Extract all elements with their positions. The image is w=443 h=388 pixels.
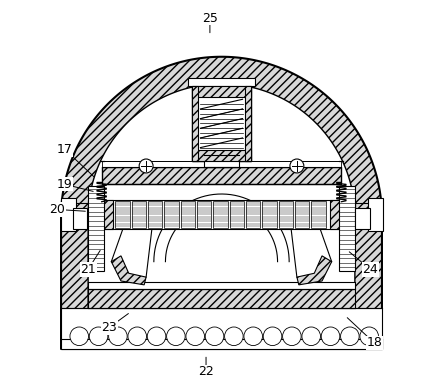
Bar	[295, 201, 310, 228]
Bar	[148, 201, 162, 228]
Bar	[115, 201, 129, 228]
Polygon shape	[88, 84, 355, 349]
Bar	[246, 201, 260, 228]
Bar	[101, 167, 342, 184]
Bar	[88, 282, 355, 289]
Circle shape	[205, 327, 224, 346]
Bar	[191, 86, 252, 97]
Bar	[101, 161, 342, 167]
Circle shape	[360, 327, 378, 346]
Circle shape	[89, 327, 108, 346]
Bar	[262, 201, 277, 228]
Circle shape	[225, 327, 243, 346]
Bar	[61, 198, 76, 231]
Circle shape	[283, 327, 301, 346]
Bar	[197, 201, 211, 228]
Bar	[181, 201, 195, 228]
Bar	[245, 86, 252, 161]
Circle shape	[290, 159, 304, 173]
Bar	[88, 200, 113, 229]
Text: 25: 25	[202, 12, 218, 24]
Bar	[88, 289, 355, 308]
Circle shape	[70, 327, 89, 346]
Bar	[61, 339, 382, 349]
Polygon shape	[111, 256, 146, 285]
Circle shape	[321, 327, 340, 346]
Bar	[61, 308, 382, 349]
Bar	[88, 186, 104, 271]
Bar	[73, 208, 87, 229]
Circle shape	[109, 327, 127, 346]
Circle shape	[263, 327, 282, 346]
Bar	[191, 86, 252, 161]
Circle shape	[147, 327, 166, 346]
Text: 20: 20	[49, 203, 65, 216]
Bar	[330, 200, 355, 229]
Text: 22: 22	[198, 365, 214, 378]
Bar	[88, 200, 355, 229]
Bar	[229, 201, 244, 228]
Bar	[355, 208, 369, 229]
Bar	[311, 201, 326, 228]
Bar	[279, 201, 293, 228]
Bar	[204, 155, 239, 167]
Bar	[214, 201, 228, 228]
Text: 19: 19	[57, 178, 73, 191]
Polygon shape	[297, 256, 332, 285]
Bar	[164, 201, 179, 228]
Circle shape	[341, 327, 359, 346]
Circle shape	[128, 327, 147, 346]
Polygon shape	[61, 57, 382, 349]
Text: 17: 17	[57, 143, 73, 156]
Bar	[191, 86, 198, 161]
Bar	[188, 78, 255, 86]
Bar	[191, 149, 252, 161]
Circle shape	[302, 327, 320, 346]
Circle shape	[167, 327, 185, 346]
Text: 23: 23	[101, 321, 117, 334]
Text: 21: 21	[80, 263, 96, 276]
Text: 24: 24	[362, 263, 378, 276]
Bar	[132, 201, 146, 228]
Text: 18: 18	[366, 336, 382, 349]
Circle shape	[244, 327, 263, 346]
Bar	[339, 186, 355, 271]
Circle shape	[186, 327, 205, 346]
Circle shape	[139, 159, 153, 173]
Bar	[369, 198, 383, 231]
